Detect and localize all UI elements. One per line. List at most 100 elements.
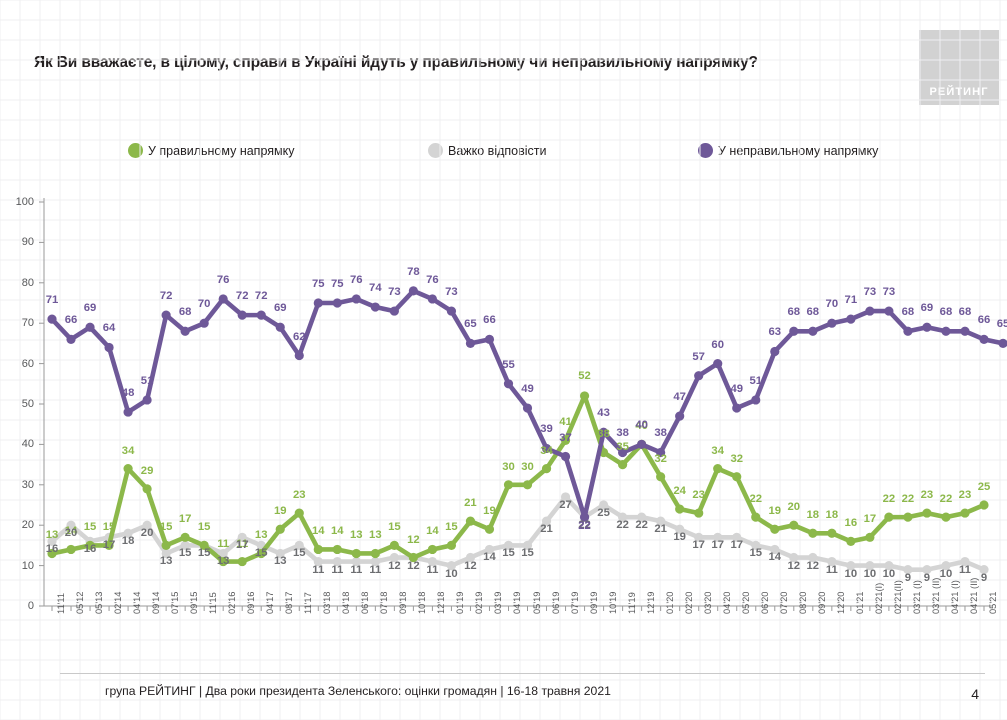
data-point[interactable] <box>865 561 875 571</box>
data-point[interactable] <box>560 435 571 445</box>
data-point[interactable] <box>85 322 95 332</box>
data-point[interactable] <box>85 540 95 551</box>
data-point[interactable] <box>370 556 380 567</box>
data-point[interactable] <box>713 359 723 369</box>
data-point[interactable] <box>123 528 133 538</box>
data-point[interactable] <box>66 334 76 344</box>
data-point[interactable] <box>618 460 628 470</box>
data-point[interactable] <box>199 540 209 551</box>
data-point[interactable] <box>484 544 495 555</box>
data-point[interactable] <box>694 532 704 542</box>
data-point[interactable] <box>275 524 285 534</box>
data-point[interactable] <box>884 512 894 522</box>
data-point[interactable] <box>503 379 514 389</box>
data-point[interactable] <box>675 504 685 514</box>
data-point[interactable] <box>713 464 723 474</box>
data-point[interactable] <box>275 322 285 332</box>
data-point[interactable] <box>256 548 266 559</box>
data-point[interactable] <box>522 540 533 551</box>
data-point[interactable] <box>846 314 856 324</box>
data-point[interactable] <box>941 561 951 571</box>
data-point[interactable] <box>180 540 190 551</box>
data-point[interactable] <box>770 524 780 534</box>
data-point[interactable] <box>313 298 323 308</box>
data-point[interactable] <box>579 512 590 522</box>
data-point[interactable] <box>256 310 266 320</box>
data-point[interactable] <box>199 318 209 328</box>
data-point[interactable] <box>142 520 152 530</box>
data-point[interactable] <box>389 552 399 563</box>
data-point[interactable] <box>104 342 114 353</box>
data-point[interactable] <box>446 306 457 316</box>
data-point[interactable] <box>389 540 399 551</box>
data-point[interactable] <box>427 544 438 555</box>
data-point[interactable] <box>922 322 932 332</box>
data-point[interactable] <box>903 565 913 575</box>
data-point[interactable] <box>161 540 171 551</box>
data-point[interactable] <box>808 326 818 336</box>
data-point[interactable] <box>237 310 247 320</box>
data-point[interactable] <box>656 472 666 482</box>
data-point[interactable] <box>732 532 742 542</box>
data-point[interactable] <box>370 548 380 559</box>
data-point[interactable] <box>579 391 590 401</box>
data-point[interactable] <box>789 326 799 336</box>
data-point[interactable] <box>180 532 190 542</box>
data-point[interactable] <box>675 524 685 534</box>
data-point[interactable] <box>465 552 476 563</box>
data-point[interactable] <box>656 516 666 526</box>
data-point[interactable] <box>123 464 133 474</box>
data-point[interactable] <box>522 480 533 490</box>
data-point[interactable] <box>332 556 342 567</box>
legend-item-0[interactable]: У правильному напрямку <box>128 143 294 158</box>
data-point[interactable] <box>294 508 304 518</box>
data-point[interactable] <box>618 512 628 522</box>
data-point[interactable] <box>541 443 552 454</box>
data-point[interactable] <box>618 447 628 458</box>
data-point[interactable] <box>751 395 761 405</box>
data-point[interactable] <box>884 306 894 316</box>
data-point[interactable] <box>351 548 361 559</box>
data-point[interactable] <box>903 512 913 522</box>
data-point[interactable] <box>218 548 228 559</box>
data-point[interactable] <box>884 561 894 571</box>
data-point[interactable] <box>123 407 133 417</box>
data-point[interactable] <box>560 451 571 462</box>
data-point[interactable] <box>808 528 818 538</box>
data-point[interactable] <box>370 302 380 312</box>
data-point[interactable] <box>846 561 856 571</box>
data-point[interactable] <box>313 556 323 567</box>
data-point[interactable] <box>789 552 799 563</box>
data-point[interactable] <box>503 480 514 490</box>
data-point[interactable] <box>732 472 742 482</box>
data-point[interactable] <box>865 306 875 316</box>
data-point[interactable] <box>922 565 932 575</box>
data-point[interactable] <box>237 532 247 542</box>
data-point[interactable] <box>827 318 837 328</box>
data-point[interactable] <box>960 508 970 518</box>
data-point[interactable] <box>275 548 285 559</box>
data-point[interactable] <box>808 552 818 563</box>
data-point[interactable] <box>351 294 361 304</box>
data-point[interactable] <box>47 314 57 324</box>
data-point[interactable] <box>656 447 666 458</box>
data-point[interactable] <box>903 326 913 336</box>
data-point[interactable] <box>503 540 514 551</box>
data-point[interactable] <box>427 294 438 304</box>
data-point[interactable] <box>941 512 951 522</box>
data-point[interactable] <box>389 306 399 316</box>
legend-item-1[interactable]: Важко відповісти <box>428 143 547 158</box>
data-point[interactable] <box>541 464 552 474</box>
data-point[interactable] <box>142 395 152 405</box>
data-point[interactable] <box>789 520 799 530</box>
data-point[interactable] <box>751 512 761 522</box>
data-point[interactable] <box>446 540 457 551</box>
data-point[interactable] <box>218 294 228 304</box>
data-point[interactable] <box>180 326 190 336</box>
data-point[interactable] <box>598 427 609 437</box>
data-point[interactable] <box>637 512 647 522</box>
data-point[interactable] <box>865 532 875 542</box>
data-point[interactable] <box>465 338 476 348</box>
data-point[interactable] <box>484 524 495 534</box>
data-point[interactable] <box>142 484 152 494</box>
